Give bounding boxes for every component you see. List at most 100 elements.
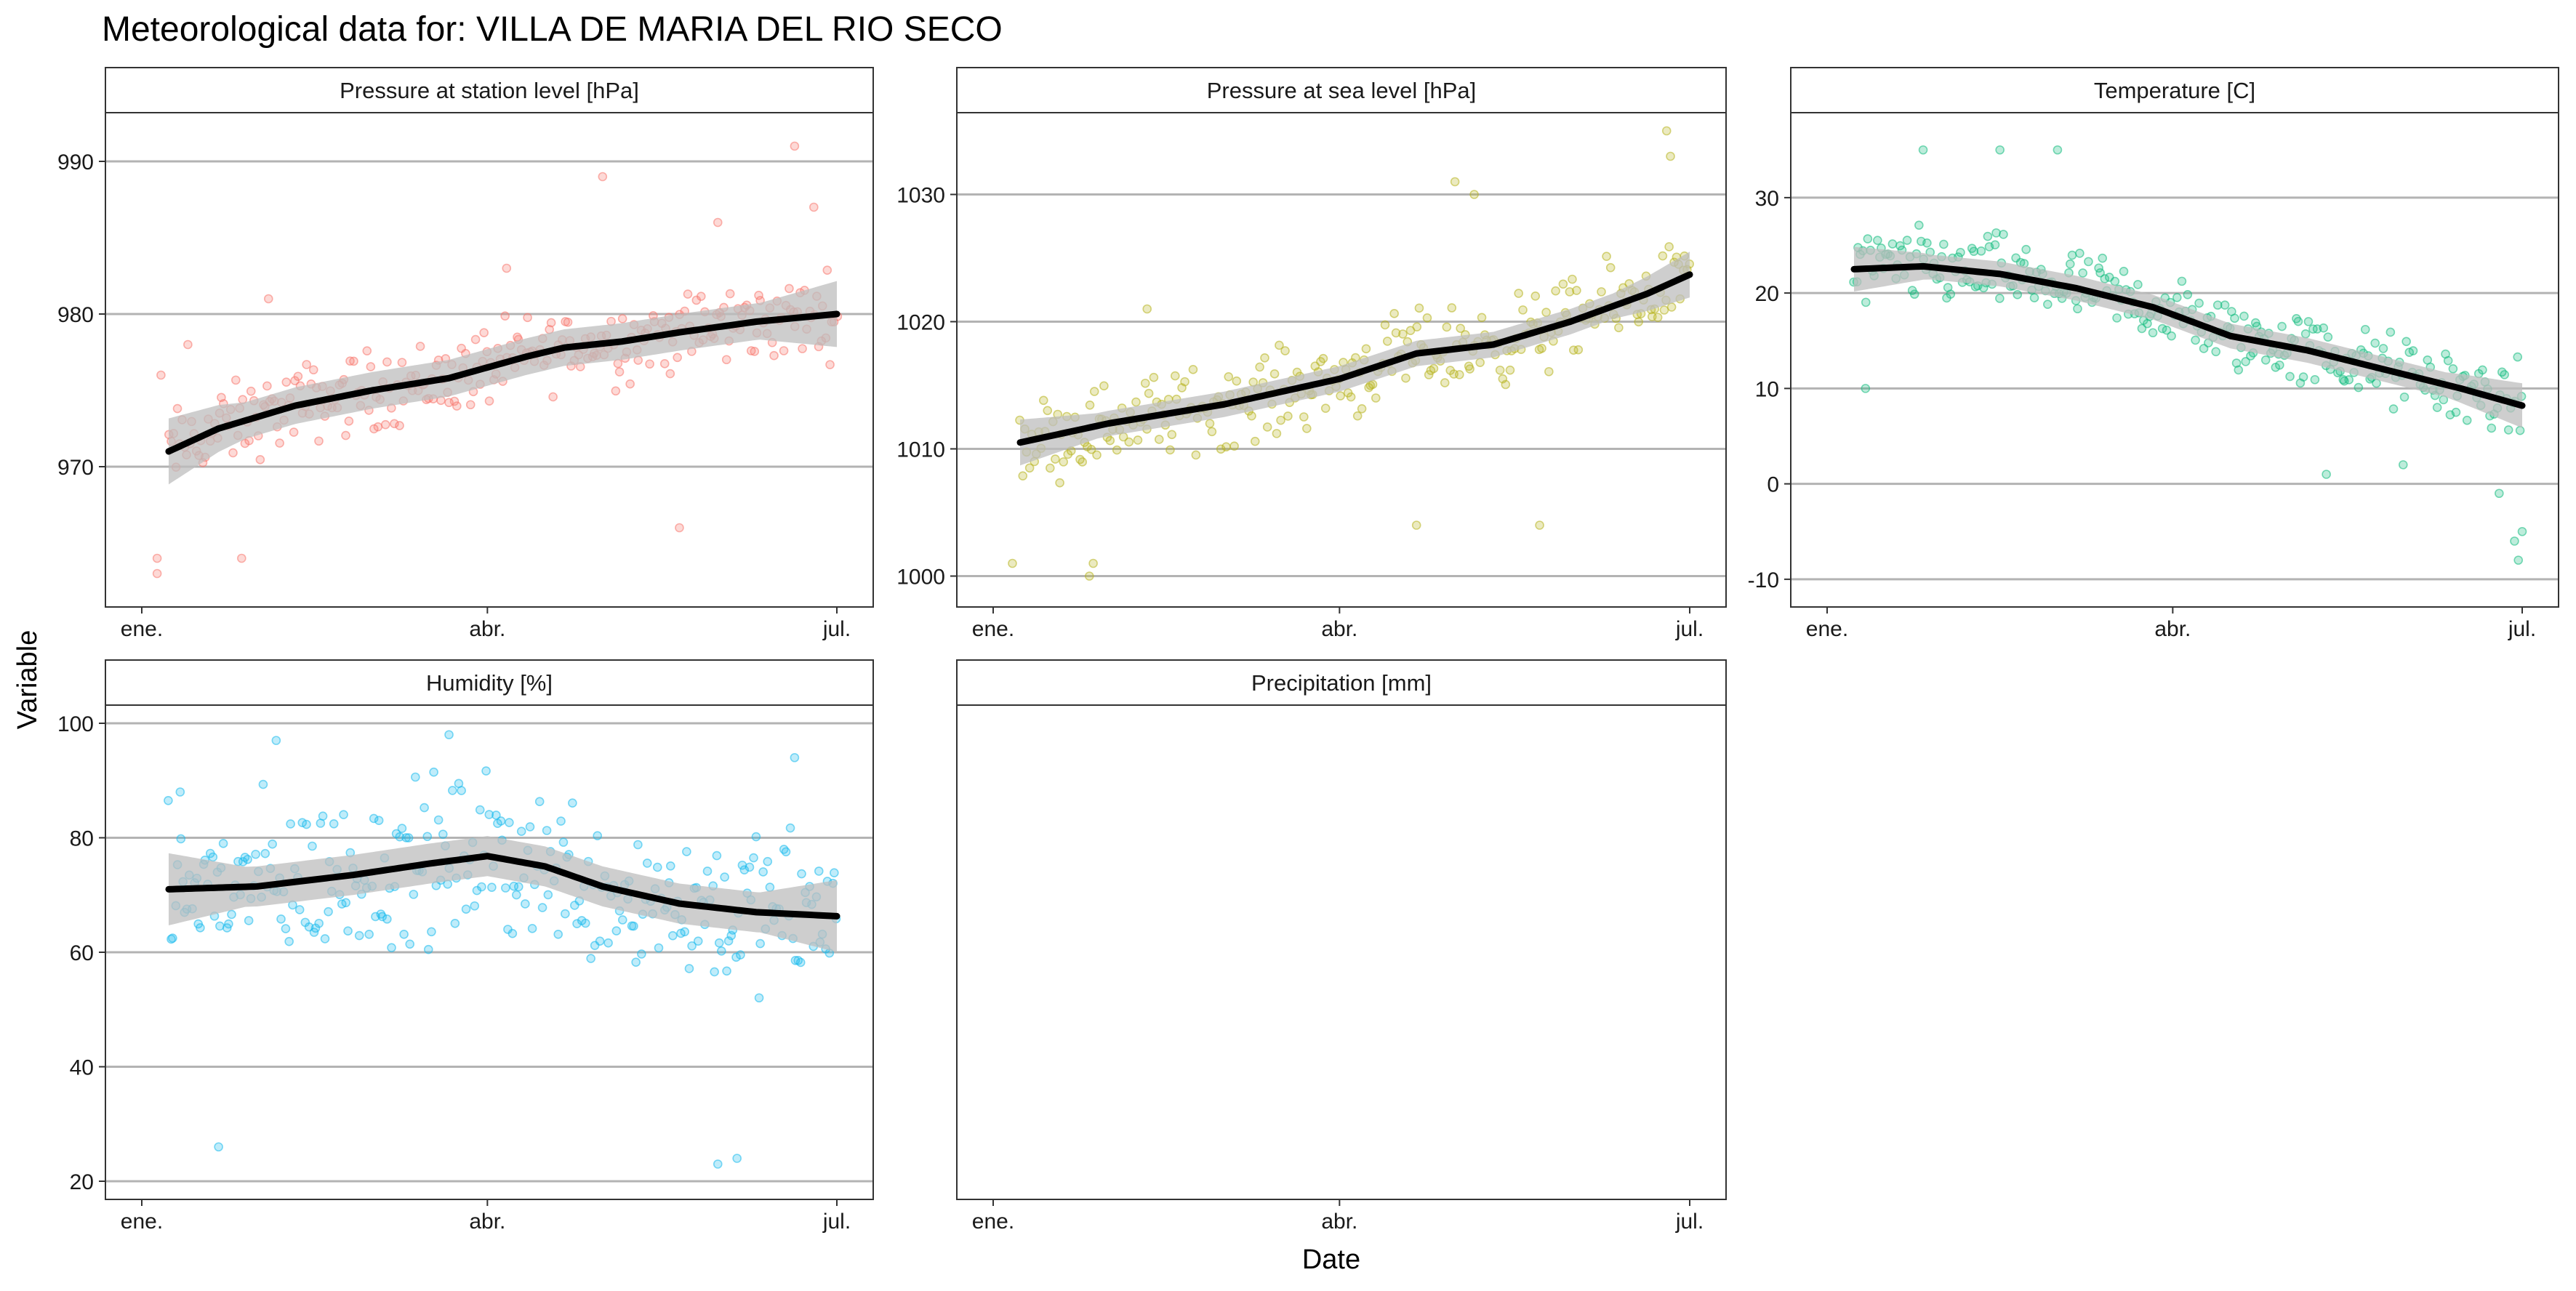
data-point xyxy=(1398,329,1408,339)
data-point xyxy=(502,263,512,273)
data-point xyxy=(521,899,530,909)
data-point xyxy=(633,840,643,850)
data-point xyxy=(1918,145,1928,155)
data-point xyxy=(717,946,726,956)
data-point xyxy=(1229,441,1239,451)
data-point xyxy=(1059,457,1068,467)
data-point xyxy=(2148,328,2158,338)
data-point xyxy=(2303,317,2314,326)
data-point xyxy=(1991,228,2001,238)
data-point xyxy=(415,342,425,351)
data-point xyxy=(1051,454,1060,464)
data-point xyxy=(2432,403,2442,412)
data-point xyxy=(1391,328,1401,338)
data-point xyxy=(1565,287,1575,297)
data-point xyxy=(1368,379,1378,390)
data-point xyxy=(1634,317,1643,327)
data-point xyxy=(382,914,392,924)
data-point xyxy=(2310,374,2320,385)
data-point xyxy=(713,217,723,228)
y-tick-label: 60 xyxy=(70,941,94,965)
data-point xyxy=(246,386,256,396)
data-point xyxy=(1191,450,1201,460)
data-point xyxy=(1092,450,1102,460)
data-point xyxy=(514,882,523,892)
data-point xyxy=(702,866,713,876)
data-point xyxy=(284,936,294,946)
facet-panel-1: Pressure at station level [hPa] 970 980 990… xyxy=(57,67,874,641)
data-point xyxy=(755,938,765,949)
data-point xyxy=(665,369,675,379)
y-tick-label: 20 xyxy=(70,1170,94,1194)
data-point xyxy=(516,827,526,837)
x-tick-label: jul. xyxy=(822,617,851,641)
data-point xyxy=(258,779,268,789)
data-point xyxy=(750,347,760,356)
data-point xyxy=(281,924,291,933)
y-tick-label: 10 xyxy=(1755,377,1779,401)
data-point xyxy=(2285,371,2295,382)
data-point xyxy=(1170,371,1180,381)
data-point xyxy=(1664,242,1674,252)
data-point xyxy=(1429,363,1439,374)
y-tick-label: 1010 xyxy=(896,438,945,462)
data-point xyxy=(523,313,532,323)
data-point xyxy=(563,317,573,327)
data-point xyxy=(673,353,682,363)
x-axis-title: Date xyxy=(1302,1244,1360,1275)
data-point xyxy=(2517,526,2527,536)
data-point xyxy=(2495,488,2504,499)
data-point xyxy=(2451,407,2461,417)
data-point xyxy=(2133,280,2143,289)
data-point xyxy=(682,847,691,856)
data-point xyxy=(244,916,254,925)
data-point xyxy=(2220,300,2230,310)
data-point xyxy=(452,401,462,411)
data-point xyxy=(1180,377,1189,387)
data-point xyxy=(790,752,800,763)
data-point xyxy=(1573,345,1584,355)
data-point xyxy=(1318,353,1328,363)
data-point xyxy=(1537,343,1546,353)
data-point xyxy=(390,419,399,429)
facet-panel-3: Temperature [C] -10 0 10 20 30 ene. abr. jul. xyxy=(1748,67,2559,641)
data-point xyxy=(286,819,295,829)
data-point xyxy=(1078,457,1088,467)
data-point xyxy=(754,993,764,1003)
data-point xyxy=(2067,250,2077,260)
data-point xyxy=(238,857,248,866)
data-point xyxy=(275,438,284,448)
data-point xyxy=(276,914,286,924)
data-point xyxy=(617,915,627,925)
data-point xyxy=(2234,365,2244,375)
data-point xyxy=(1043,406,1053,416)
data-point xyxy=(732,1154,742,1163)
data-point xyxy=(1086,445,1096,454)
data-point xyxy=(790,141,800,151)
data-point xyxy=(795,957,806,968)
data-point xyxy=(822,265,832,276)
data-point xyxy=(659,359,670,369)
data-point xyxy=(2408,346,2418,355)
data-point xyxy=(1401,373,1411,383)
data-point xyxy=(1465,364,1474,374)
data-point xyxy=(1902,236,1912,245)
data-point xyxy=(409,890,419,899)
data-point xyxy=(1530,291,1541,301)
data-point xyxy=(314,918,324,928)
data-point xyxy=(465,400,476,410)
data-point xyxy=(429,767,438,777)
data-point xyxy=(2503,425,2513,435)
data-point xyxy=(1112,445,1122,455)
data-point xyxy=(262,381,272,391)
data-point xyxy=(404,833,414,842)
data-point xyxy=(696,291,706,301)
data-point xyxy=(1440,378,1450,387)
data-point xyxy=(1371,393,1381,403)
data-point xyxy=(477,882,486,892)
data-point xyxy=(395,421,404,430)
data-point xyxy=(2386,327,2396,337)
data-point xyxy=(2388,404,2399,414)
data-point xyxy=(1422,313,1432,323)
